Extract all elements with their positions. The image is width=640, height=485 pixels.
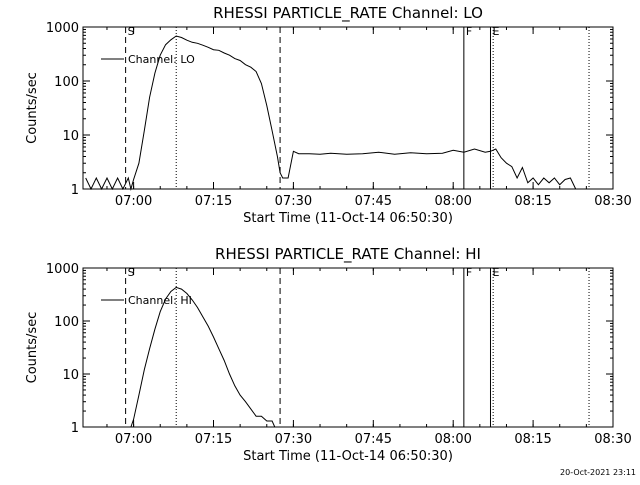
y-tick-label-lo: 100	[54, 75, 79, 90]
event-marker-label-hi: E	[492, 266, 499, 279]
legend-label-hi: Channel: HI	[128, 294, 192, 307]
x-tick-label-lo: 07:00	[115, 194, 152, 209]
x-tick-label-hi: 07:30	[275, 432, 312, 447]
x-tick-label-hi: 07:00	[115, 432, 152, 447]
panel-lo: RHESSI PARTICLE_RATE Channel: LO Start T…	[25, 4, 632, 226]
x-tick-label-lo: 07:45	[355, 194, 392, 209]
y-tick-label-hi: 100	[54, 315, 79, 330]
y-tick-label-hi: 10	[62, 368, 79, 383]
chart-title-hi: RHESSI PARTICLE_RATE Channel: HI	[215, 245, 481, 264]
x-tick-label-hi: 07:15	[195, 432, 232, 447]
panel-hi: RHESSI PARTICLE_RATE Channel: HI Start T…	[25, 245, 632, 464]
event-marker-label-hi: F	[466, 266, 472, 279]
event-marker-label-hi: S	[128, 266, 135, 279]
plot-frame-lo	[82, 26, 614, 190]
data-series-line-hi	[130, 286, 276, 428]
y-axis-label-hi: Counts/sec	[25, 312, 40, 384]
x-tick-label-lo: 08:00	[434, 194, 471, 209]
x-tick-label-lo: 07:15	[195, 194, 232, 209]
y-tick-label-lo: 1	[71, 183, 79, 198]
x-tick-label-lo: 07:30	[275, 194, 312, 209]
x-axis-label-lo: Start Time (11-Oct-14 06:50:30)	[243, 211, 453, 226]
event-marker-label-lo: S	[128, 25, 135, 38]
data-series-line-lo	[85, 35, 577, 191]
event-marker-label-lo: F	[466, 25, 472, 38]
x-axis-label-hi: Start Time (11-Oct-14 06:50:30)	[243, 449, 453, 464]
x-tick-label-hi: 08:30	[594, 432, 631, 447]
y-tick-label-lo: 10	[62, 129, 79, 144]
x-tick-label-hi: 08:00	[434, 432, 471, 447]
chart-title-lo: RHESSI PARTICLE_RATE Channel: LO	[213, 4, 483, 23]
y-tick-label-hi: 1	[71, 421, 79, 436]
x-tick-label-hi: 07:45	[355, 432, 392, 447]
x-tick-label-lo: 08:15	[514, 194, 551, 209]
legend-label-lo: Channel: LO	[128, 53, 195, 66]
y-axis-label-lo: Counts/sec	[25, 72, 40, 144]
plot-frame-hi	[82, 267, 614, 428]
y-tick-label-lo: 1000	[46, 21, 79, 36]
event-marker-label-lo: E	[492, 25, 499, 38]
timestamp-stamp: 20-Oct-2021 23:11	[560, 468, 636, 477]
x-tick-label-lo: 08:30	[594, 194, 631, 209]
y-tick-label-hi: 1000	[46, 262, 79, 277]
x-tick-label-hi: 08:15	[514, 432, 551, 447]
